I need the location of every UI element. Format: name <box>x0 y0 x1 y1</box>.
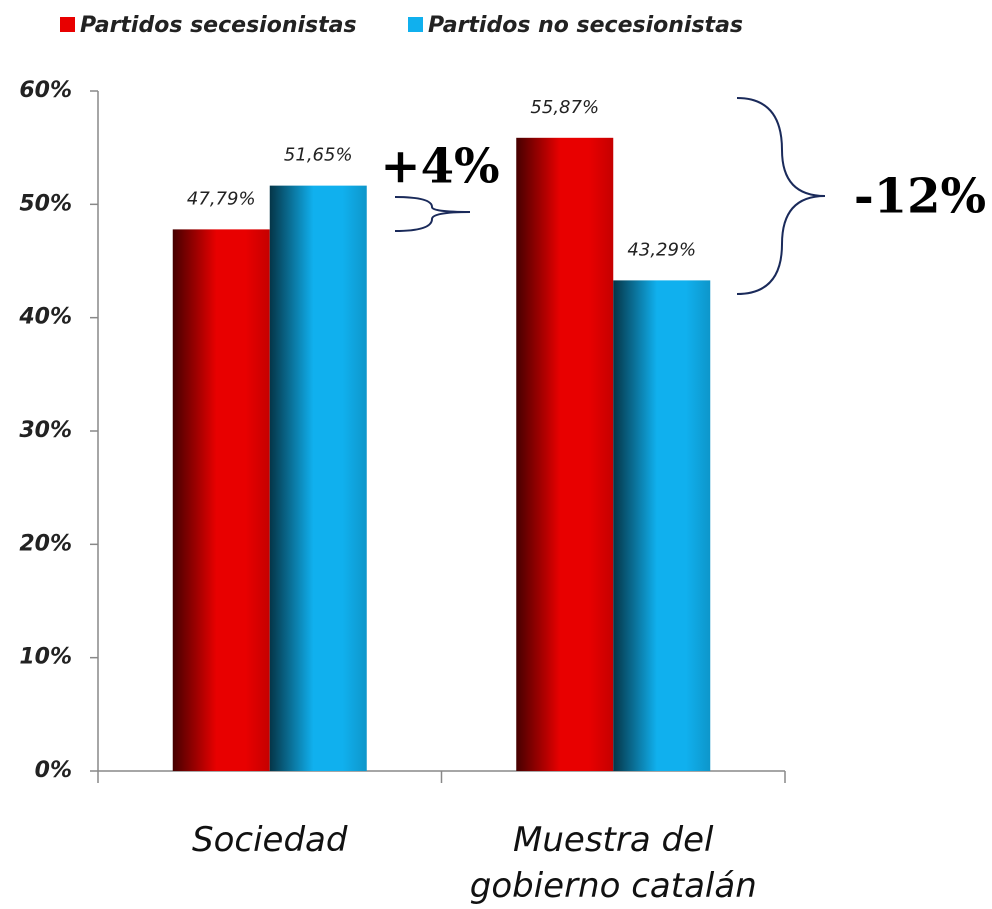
value-label: 55,87% <box>530 97 599 118</box>
bar <box>613 280 711 771</box>
value-label: 47,79% <box>187 188 256 209</box>
bar <box>516 137 614 772</box>
bar <box>172 229 270 771</box>
y-tick-label: 50% <box>19 191 72 216</box>
y-tick-label: 40% <box>18 305 72 330</box>
bracket <box>736 97 826 295</box>
bracket <box>394 196 471 232</box>
y-tick-label: 0% <box>35 758 72 783</box>
y-tick-label: 60% <box>19 78 72 103</box>
legend-label: Partidos secesionistas <box>80 13 357 38</box>
y-tick-label: 30% <box>19 418 72 443</box>
value-label: 51,65% <box>284 145 353 166</box>
bar <box>269 185 367 772</box>
legend-swatch <box>60 17 75 32</box>
annotation: -12% <box>854 169 986 225</box>
y-tick-label: 10% <box>19 645 72 670</box>
value-label: 43,29% <box>627 239 696 260</box>
annotation: +4% <box>380 139 499 195</box>
x-tick-label: Sociedad <box>192 820 348 860</box>
x-tick-label: Muestra del gobierno catalán <box>469 820 757 906</box>
y-tick-label: 20% <box>19 531 72 556</box>
legend-label: Partidos no secesionistas <box>428 13 743 38</box>
legend-swatch <box>408 17 423 32</box>
